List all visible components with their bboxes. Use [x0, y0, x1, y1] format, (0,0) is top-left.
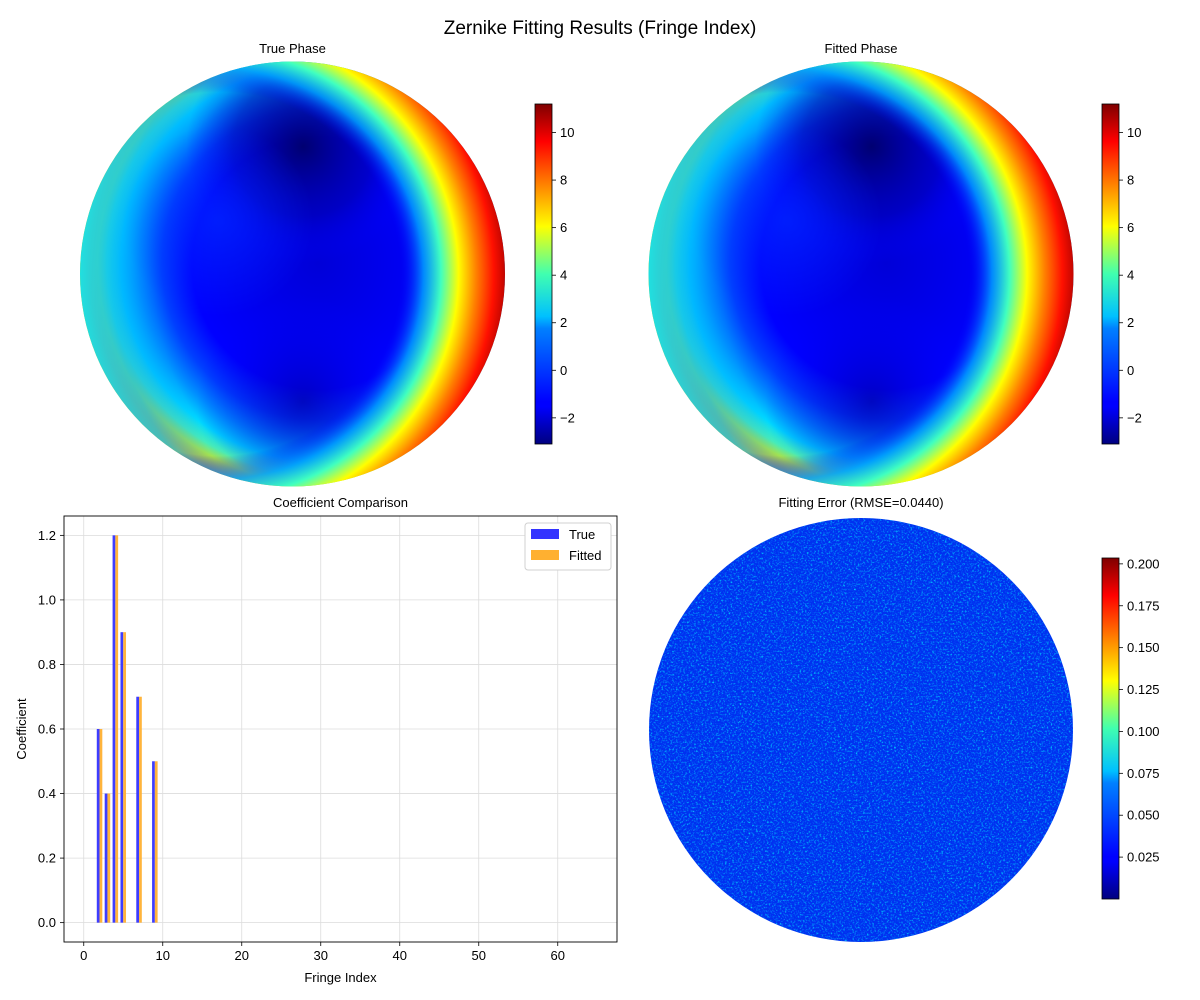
colorbar-tick-label: 10	[1127, 125, 1141, 140]
true-phase-panel: True Phase −2 0 2 4 6 8 10	[80, 41, 575, 487]
axes: 0 10 20 30 40 50 60 0.0 0.2 0.4 0.6 0.8 1.0 1.2	[38, 528, 565, 963]
colorbar-tick-label: 6	[1127, 220, 1134, 235]
x-tick-label: 10	[156, 948, 170, 963]
coefficient-comparison-title: Coefficient Comparison	[273, 495, 408, 510]
bar-true-3	[104, 793, 108, 923]
bar-fitted-5	[123, 632, 127, 923]
bar-true-2	[96, 729, 100, 923]
colorbar-tick-label: 0	[1127, 363, 1134, 378]
y-tick-label: 1.0	[38, 592, 56, 607]
bar-fitted-3	[107, 793, 111, 923]
y-tick-label: 0.8	[38, 657, 56, 672]
colorbar-tick-label: 6	[560, 220, 567, 235]
colorbar-tick-label: 0.200	[1127, 556, 1160, 571]
colorbar-tick-label: 4	[560, 268, 567, 283]
x-tick-label: 50	[472, 948, 486, 963]
colorbar-tick-label: −2	[1127, 410, 1142, 425]
legend-label-true: True	[569, 527, 595, 542]
true-phase-title: True Phase	[259, 41, 326, 56]
legend-swatch-fitted	[531, 550, 559, 560]
fitting-error-colorbar: 0.025 0.050 0.075 0.100 0.125 0.150 0.175 0.200	[1101, 556, 1160, 900]
bar-fitted-9	[154, 761, 158, 923]
fitted-phase-colorbar: −2 0 2 4 6 8 10	[1101, 103, 1142, 445]
fitted-phase-map	[648, 61, 1074, 487]
colorbar-tick-label: 0	[560, 363, 567, 378]
y-tick-label: 1.2	[38, 528, 56, 543]
legend: True Fitted	[524, 522, 612, 571]
colorbar-tick-label: 8	[560, 173, 567, 188]
colorbar-tick-label: 10	[560, 125, 574, 140]
legend-swatch-true	[531, 529, 559, 539]
y-axis-label: Coefficient	[14, 698, 29, 760]
colorbar-tick-label: 0.100	[1127, 724, 1160, 739]
fitting-error-panel: Fitting Error (RMSE=0.0440) 0.0250.0500.…	[649, 495, 1160, 942]
x-axis-label: Fringe Index	[304, 970, 377, 985]
x-tick-label: 20	[235, 948, 249, 963]
colorbar-tick-label: 8	[1127, 173, 1134, 188]
fitting-error-map	[649, 518, 1073, 942]
y-tick-label: 0.2	[38, 851, 56, 866]
colorbar-tick-label: −2	[560, 410, 575, 425]
bar-fitted-4	[115, 535, 119, 923]
x-tick-label: 40	[393, 948, 407, 963]
bar-true-4	[112, 535, 116, 923]
bar-true-7	[136, 696, 140, 923]
y-tick-label: 0.4	[38, 786, 56, 801]
bar-fitted-2	[99, 729, 103, 923]
legend-label-fitted: Fitted	[569, 548, 602, 563]
colorbar-tick-label: 0.150	[1127, 640, 1160, 655]
bars	[96, 535, 158, 923]
colorbar-tick-label: 0.125	[1127, 682, 1160, 697]
true-phase-colorbar: −2 0 2 4 6 8 10	[534, 103, 575, 445]
x-tick-label: 30	[314, 948, 328, 963]
figure-title: Zernike Fitting Results (Fringe Index)	[444, 18, 757, 39]
fitting-error-title: Fitting Error (RMSE=0.0440)	[778, 495, 943, 510]
fitted-phase-title: Fitted Phase	[825, 41, 898, 56]
colorbar-tick-label: 0.175	[1127, 598, 1160, 613]
colorbar-tick-label: 0.050	[1127, 808, 1160, 823]
y-tick-label: 0.0	[38, 915, 56, 930]
colorbar-tick-label: 2	[560, 315, 567, 330]
bar-fitted-7	[139, 696, 142, 923]
bar-true-9	[152, 761, 155, 923]
x-tick-label: 0	[80, 948, 87, 963]
y-tick-label: 0.6	[38, 722, 56, 737]
bar-true-5	[120, 632, 124, 923]
colorbar-tick-label: 4	[1127, 268, 1134, 283]
coefficient-comparison-panel: Coefficient Comparison 0 10 20 30 40 50 600.00…	[14, 495, 618, 985]
colorbar-tick-label: 0.025	[1127, 850, 1160, 865]
true-phase-map	[80, 61, 505, 487]
x-tick-label: 60	[551, 948, 565, 963]
colorbar-tick-label: 2	[1127, 315, 1134, 330]
colorbar-tick-label: 0.075	[1127, 766, 1160, 781]
fitted-phase-panel: Fitted Phase −2 0 2 4 6 8 10	[648, 41, 1142, 487]
